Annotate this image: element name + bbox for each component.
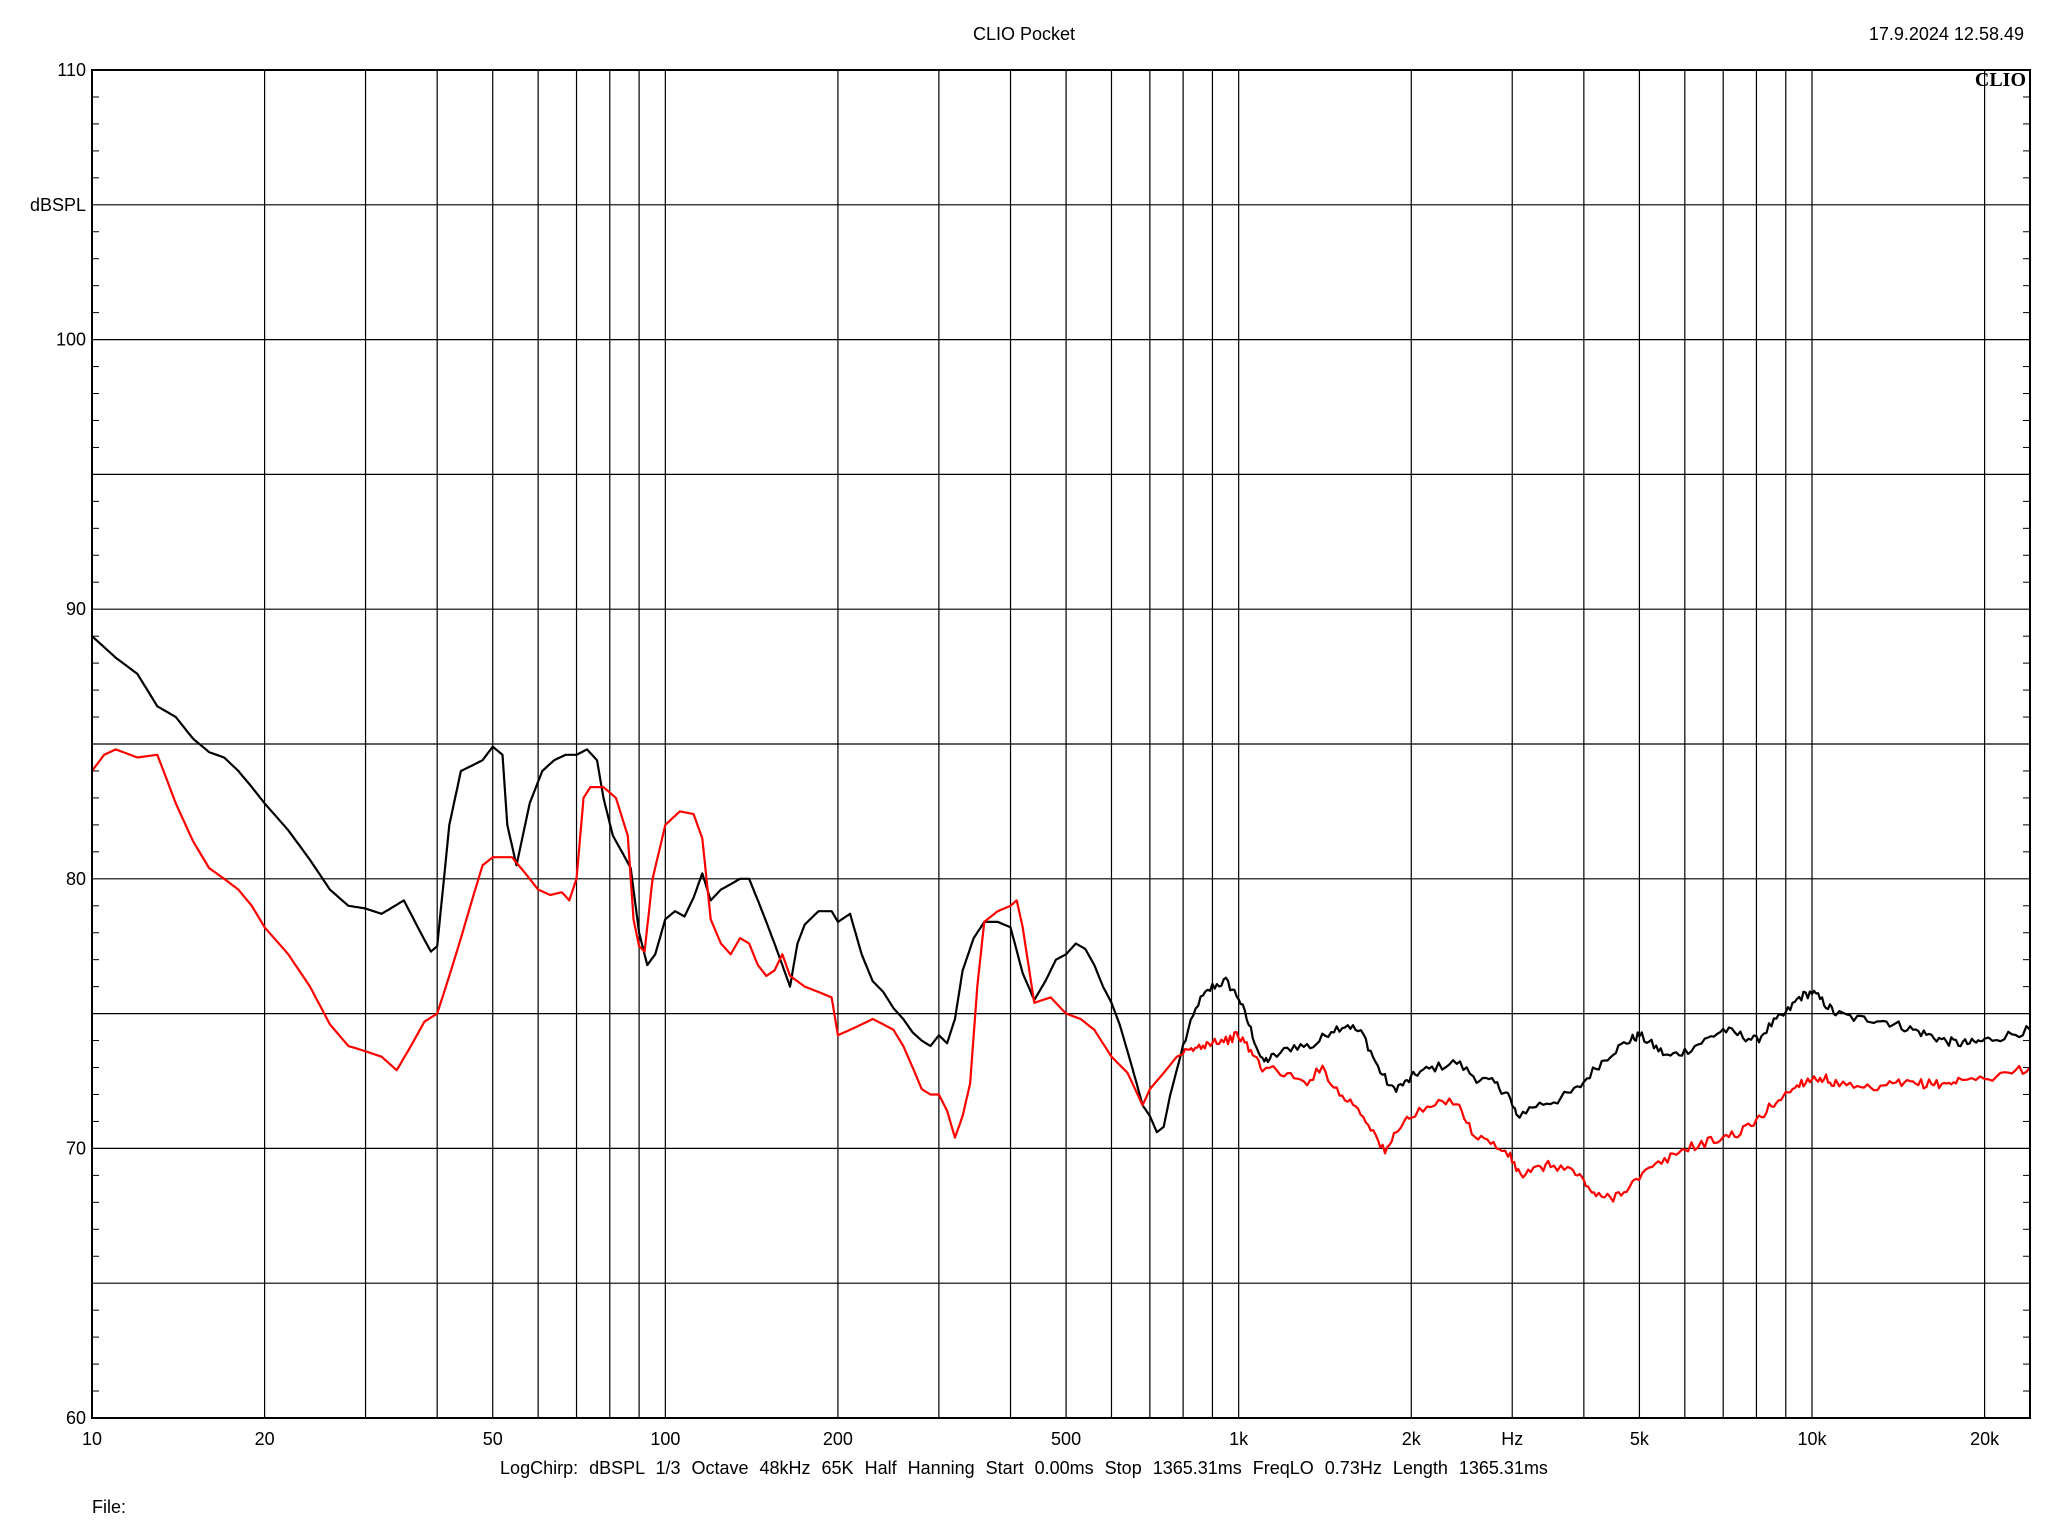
y-axis-label: dBSPL bbox=[30, 195, 86, 215]
x-tick-label: 5k bbox=[1630, 1429, 1650, 1449]
x-tick-label: 1k bbox=[1229, 1429, 1249, 1449]
y-tick-label: 90 bbox=[66, 599, 86, 619]
series-line-2 bbox=[91, 748, 2031, 1203]
timestamp: 17.9.2024 12.58.49 bbox=[1868, 24, 2024, 44]
x-tick-label: 50 bbox=[483, 1429, 503, 1449]
clio-logo: CLIO bbox=[1975, 69, 2026, 91]
series-layer bbox=[91, 635, 2031, 1203]
y-tick-label: 100 bbox=[56, 330, 86, 350]
x-tick-label: 20 bbox=[255, 1429, 275, 1449]
x-tick-label: 20k bbox=[1970, 1429, 2000, 1449]
x-tick-label: 10k bbox=[1797, 1429, 1827, 1449]
x-axis-unit-label: Hz bbox=[1501, 1429, 1523, 1449]
y-tick-label: 60 bbox=[66, 1408, 86, 1428]
file-label: File: bbox=[92, 1497, 127, 1517]
x-tick-label: 100 bbox=[650, 1429, 680, 1449]
chart-title: CLIO Pocket bbox=[972, 24, 1076, 44]
y-tick-label: 70 bbox=[66, 1138, 86, 1158]
plot-frame bbox=[91, 69, 2031, 1419]
series-line-1 bbox=[91, 635, 2031, 1134]
x-tick-label: 200 bbox=[823, 1429, 853, 1449]
x-tick-label: 10 bbox=[82, 1429, 102, 1449]
grid bbox=[92, 70, 2030, 1418]
tick-labels: 60 70 80 90 100 110 dBSPL 10 20 50 100 200 500 1k 2k 5k… bbox=[30, 60, 2000, 1449]
y-tick-label: 110 bbox=[57, 60, 86, 80]
x-tick-label: 2k bbox=[1402, 1429, 1422, 1449]
y-tick-label: 80 bbox=[66, 869, 86, 889]
x-tick-label: 500 bbox=[1051, 1429, 1081, 1449]
measurement-parameters: LogChirp: dBSPL 1/3 Octave 48kHz 65K Hal… bbox=[500, 1458, 1548, 1478]
